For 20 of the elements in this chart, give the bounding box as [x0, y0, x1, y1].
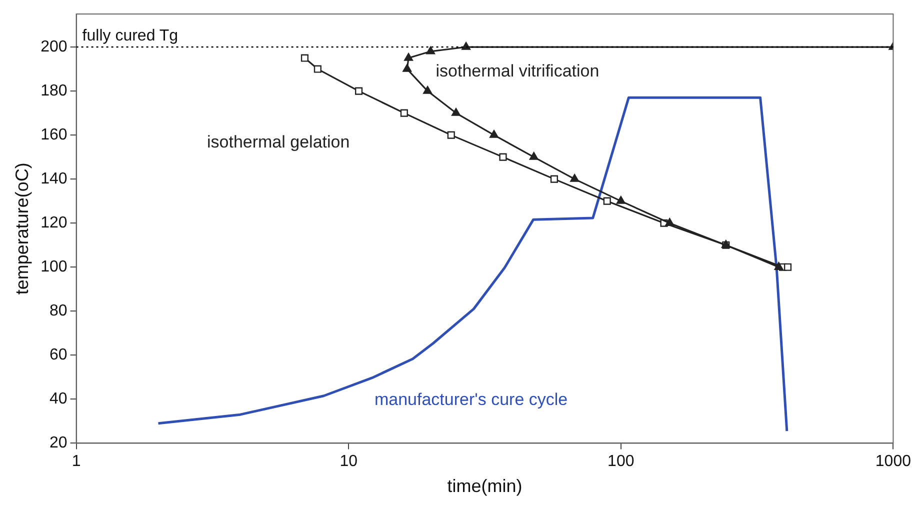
y-tick-label: 120 — [40, 214, 68, 232]
text: isothermal gelation — [207, 132, 350, 152]
y-tick-label: 140 — [40, 170, 68, 188]
y-tick-label: 180 — [40, 82, 68, 100]
x-tick-label: 1000 — [875, 453, 912, 470]
x-tick-label: 1 — [72, 453, 81, 470]
y-tick-label: 100 — [40, 258, 68, 276]
x-tick-label: 100 — [608, 453, 634, 470]
ref-line-label: fully cured Tg — [82, 27, 178, 44]
series-label: isothermal vitrification — [436, 62, 600, 81]
y-tick-label: 200 — [40, 38, 68, 56]
x-tick-label: 10 — [340, 453, 358, 470]
x-axis-title: time(min) — [447, 476, 522, 496]
series-label: manufacturer's cure cycle — [374, 390, 568, 409]
y-tick-label: 160 — [40, 126, 68, 144]
y-tick-label: 20 — [50, 434, 68, 452]
y-tick-label: 60 — [50, 346, 68, 364]
y-tick-label: 40 — [50, 390, 68, 408]
y-tick-label: 80 — [50, 302, 68, 320]
y-axis-title: temperature(oC) — [12, 162, 32, 295]
